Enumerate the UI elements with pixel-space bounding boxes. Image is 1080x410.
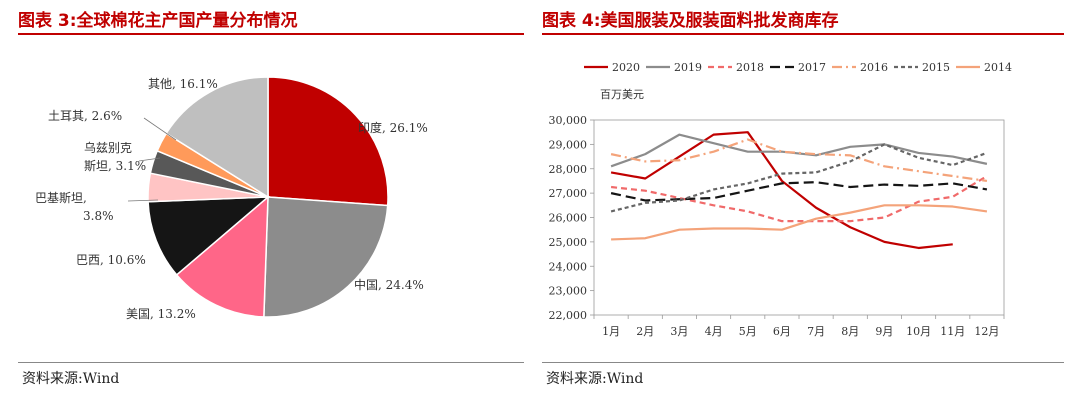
pie-label-7: 其他, 16.1% <box>148 77 218 91</box>
x-tick-label-10: 11月 <box>940 325 965 338</box>
pie-source-rule <box>18 362 524 363</box>
legend-label-2018: 2018 <box>736 61 764 74</box>
y-tick-label-6: 28,000 <box>549 163 588 176</box>
pie-label-3: 巴西, 10.6% <box>76 253 146 267</box>
pie-chart-title: 图表 3:全球棉花主产国产量分布情况 <box>18 11 298 31</box>
x-tick-label-6: 7月 <box>807 325 825 338</box>
x-tick-label-3: 4月 <box>705 325 723 338</box>
y-tick-label-5: 27,000 <box>549 187 588 200</box>
series-line-2017 <box>610 181 988 202</box>
line-title-rule <box>542 33 1064 35</box>
pie-label-0: 印度, 26.1% <box>358 120 428 135</box>
legend-label-2016: 2016 <box>860 61 888 74</box>
series-line-2018 <box>610 175 988 223</box>
line-source: 资料来源:Wind <box>546 371 644 387</box>
pie-label-1: 中国, 24.4% <box>354 277 424 292</box>
y-tick-label-4: 26,000 <box>549 212 588 225</box>
y-tick-label-1: 23,000 <box>549 285 588 298</box>
pie-slice-0 <box>267 76 389 207</box>
pie-slice-1 <box>263 196 389 318</box>
series-line-2019 <box>610 133 988 168</box>
series-line-2016 <box>610 138 988 183</box>
pie-title-rule <box>18 33 524 35</box>
pie-leader-4 <box>127 199 159 202</box>
x-tick-label-5: 6月 <box>773 325 791 338</box>
series-line-2020 <box>610 131 953 250</box>
x-tick-label-9: 10月 <box>906 325 931 338</box>
pie-leader-6 <box>143 117 177 141</box>
legend-label-2017: 2017 <box>798 61 826 74</box>
x-tick-label-7: 8月 <box>841 325 859 338</box>
y-tick-label-7: 29,000 <box>549 138 588 151</box>
legend-label-2020: 2020 <box>612 61 640 74</box>
pie-label-2: 美国, 13.2% <box>126 307 196 321</box>
pie-label-5: 乌兹别克斯坦, 3.1% <box>84 140 146 173</box>
y-tick-label-8: 30,000 <box>549 114 588 127</box>
x-tick-label-8: 9月 <box>875 325 893 338</box>
legend-label-2015: 2015 <box>922 61 950 74</box>
x-tick-label-0: 1月 <box>602 325 620 338</box>
line-chart: 22,000 23,000 24,000 25,000 26,000 27,000 28,0… <box>549 61 1013 338</box>
x-tick-label-2: 3月 <box>670 325 688 338</box>
x-tick-label-4: 5月 <box>739 325 757 338</box>
legend-label-2014: 2014 <box>984 61 1012 74</box>
y-axis-label: 百万美元 <box>600 88 644 101</box>
legend-label-2019: 2019 <box>674 61 702 74</box>
pie-slice-2 <box>175 195 269 318</box>
pie-label-4: 巴基斯坦, 3.8% <box>35 191 114 223</box>
x-tick-label-11: 12月 <box>974 325 999 338</box>
pie-slice-3 <box>147 196 271 276</box>
pie-leader-5 <box>138 157 161 162</box>
pie-slice-7 <box>165 76 269 199</box>
x-tick-label-1: 2月 <box>636 325 654 338</box>
y-tick-label-2: 24,000 <box>549 260 588 273</box>
line-chart-title: 图表 4:美国服装及服装面料批发商库存 <box>542 11 839 31</box>
line-source-rule <box>542 362 1064 363</box>
y-tick-label-0: 22,000 <box>549 309 588 322</box>
pie-label-6: 土耳其, 2.6% <box>48 109 122 123</box>
pie-chart: 印度, 26.1% 中国, 24.4% 美国, 13.2% 巴西, 10.6% 巴基斯坦… <box>35 76 428 321</box>
series-line-2014 <box>611 204 988 241</box>
series-line-2015 <box>610 143 988 213</box>
pie-source: 资料来源:Wind <box>22 371 120 387</box>
y-tick-label-3: 25,000 <box>549 236 588 249</box>
